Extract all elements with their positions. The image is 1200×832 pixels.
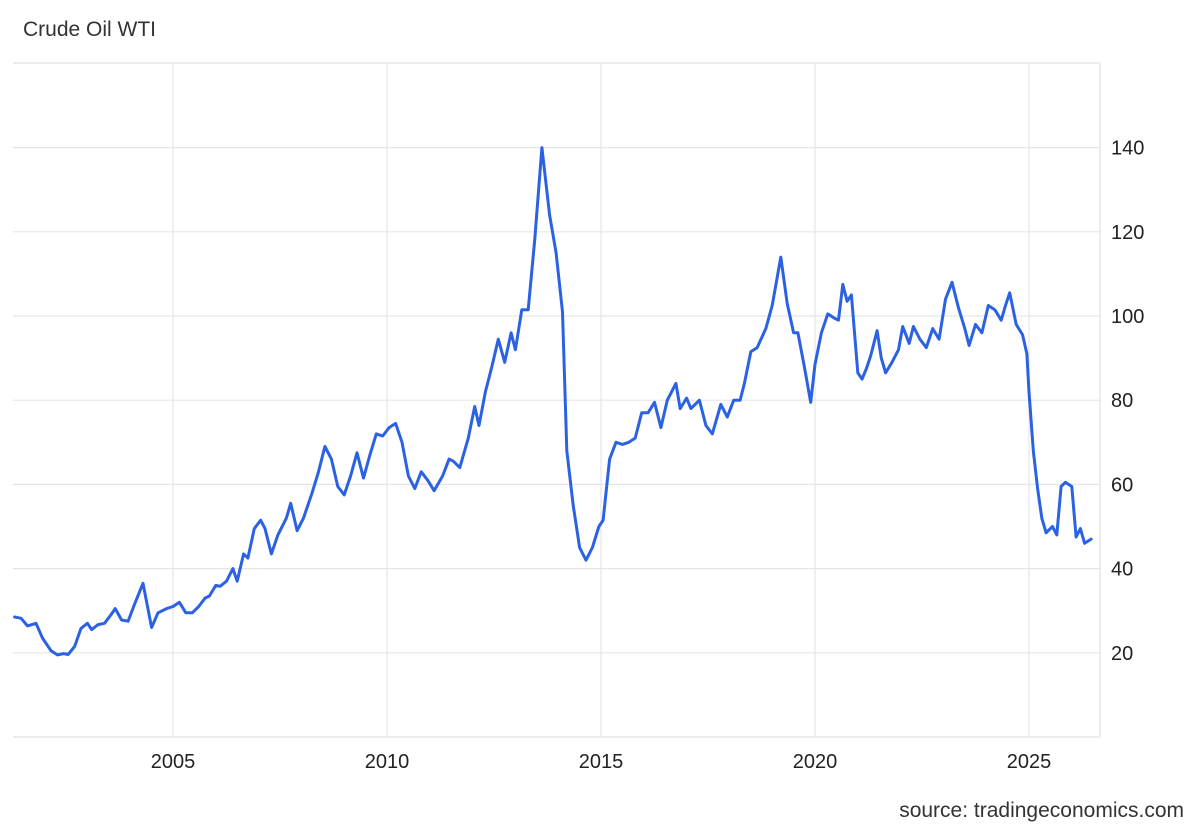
x-tick-label: 2010 bbox=[365, 751, 410, 773]
line-chart: 20 40 60 80 100 120 140 2005 2010 2015 2020 2025 bbox=[13, 62, 1144, 773]
x-tick-label: 2005 bbox=[151, 751, 196, 773]
gridlines bbox=[13, 62, 1101, 738]
x-tick-label: 2015 bbox=[579, 751, 624, 773]
source-attribution: source: tradingeconomics.com bbox=[899, 799, 1184, 822]
x-tick-label: 2020 bbox=[793, 751, 838, 773]
chart-title: Crude Oil WTI bbox=[23, 18, 157, 41]
y-tick-label: 20 bbox=[1111, 643, 1133, 665]
y-tick-label: 80 bbox=[1111, 390, 1133, 412]
y-tick-label: 100 bbox=[1111, 306, 1144, 328]
y-tick-label: 60 bbox=[1111, 474, 1133, 496]
x-axis-ticks: 2005 2010 2015 2020 2025 bbox=[151, 751, 1052, 773]
crude-oil-price-line bbox=[13, 146, 1093, 657]
y-tick-label: 120 bbox=[1111, 222, 1144, 244]
y-tick-label: 140 bbox=[1111, 138, 1144, 160]
y-axis-ticks: 20 40 60 80 100 120 140 bbox=[1111, 138, 1144, 665]
x-tick-label: 2025 bbox=[1007, 751, 1052, 773]
y-tick-label: 40 bbox=[1111, 559, 1133, 581]
